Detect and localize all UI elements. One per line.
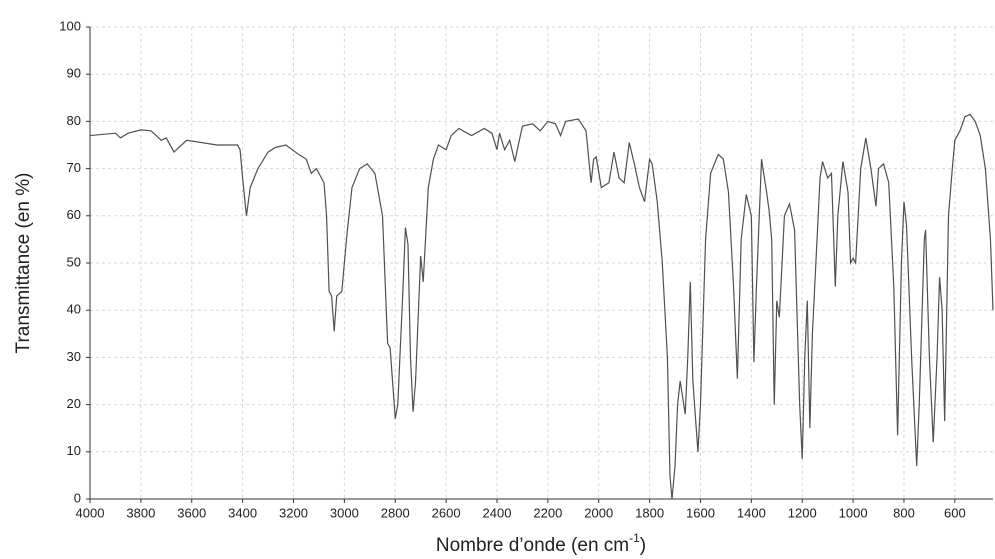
y-tick-label: 100	[59, 18, 81, 33]
y-tick-label: 60	[67, 207, 81, 222]
y-tick-label: 70	[67, 160, 81, 175]
y-tick-label: 80	[67, 113, 81, 128]
x-tick-label: 1200	[788, 505, 817, 520]
x-tick-label: 600	[944, 505, 966, 520]
y-tick-label: 90	[67, 66, 81, 81]
y-tick-label: 40	[67, 302, 81, 317]
x-tick-label: 1000	[839, 505, 868, 520]
spectrum-line	[89, 113, 994, 500]
x-tick-label: 2000	[584, 505, 613, 520]
x-tick-label: 3600	[177, 505, 206, 520]
x-tick-label: 3400	[228, 505, 257, 520]
y-tick-label: 50	[67, 254, 81, 269]
x-tick-label: 1800	[635, 505, 664, 520]
y-tick-label: 30	[67, 349, 81, 364]
x-tick-label: 2800	[381, 505, 410, 520]
x-tick-label: 4000	[76, 505, 105, 520]
x-tick-label: 3800	[126, 505, 155, 520]
x-axis-label-sup: -1	[629, 531, 640, 545]
x-tick-label: 3200	[279, 505, 308, 520]
x-axis-label: Nombre d’onde (en cm-1)	[436, 531, 646, 556]
x-tick-label: 3000	[330, 505, 359, 520]
x-axis-label-suffix: )	[640, 535, 646, 556]
x-tick-label: 2600	[432, 505, 461, 520]
y-axis-label: Transmittance (en %)	[13, 173, 34, 354]
y-tick-label: 0	[74, 490, 81, 505]
y-tick-label: 10	[67, 443, 81, 458]
x-tick-label: 800	[893, 505, 915, 520]
x-axis-label-text: Nombre d’onde (en cm	[436, 535, 629, 556]
x-tick-label: 1400	[737, 505, 766, 520]
y-tick-label: 20	[67, 396, 81, 411]
x-tick-label: 2400	[483, 505, 512, 520]
x-tick-label: 1600	[686, 505, 715, 520]
x-tick-label: 2200	[533, 505, 562, 520]
